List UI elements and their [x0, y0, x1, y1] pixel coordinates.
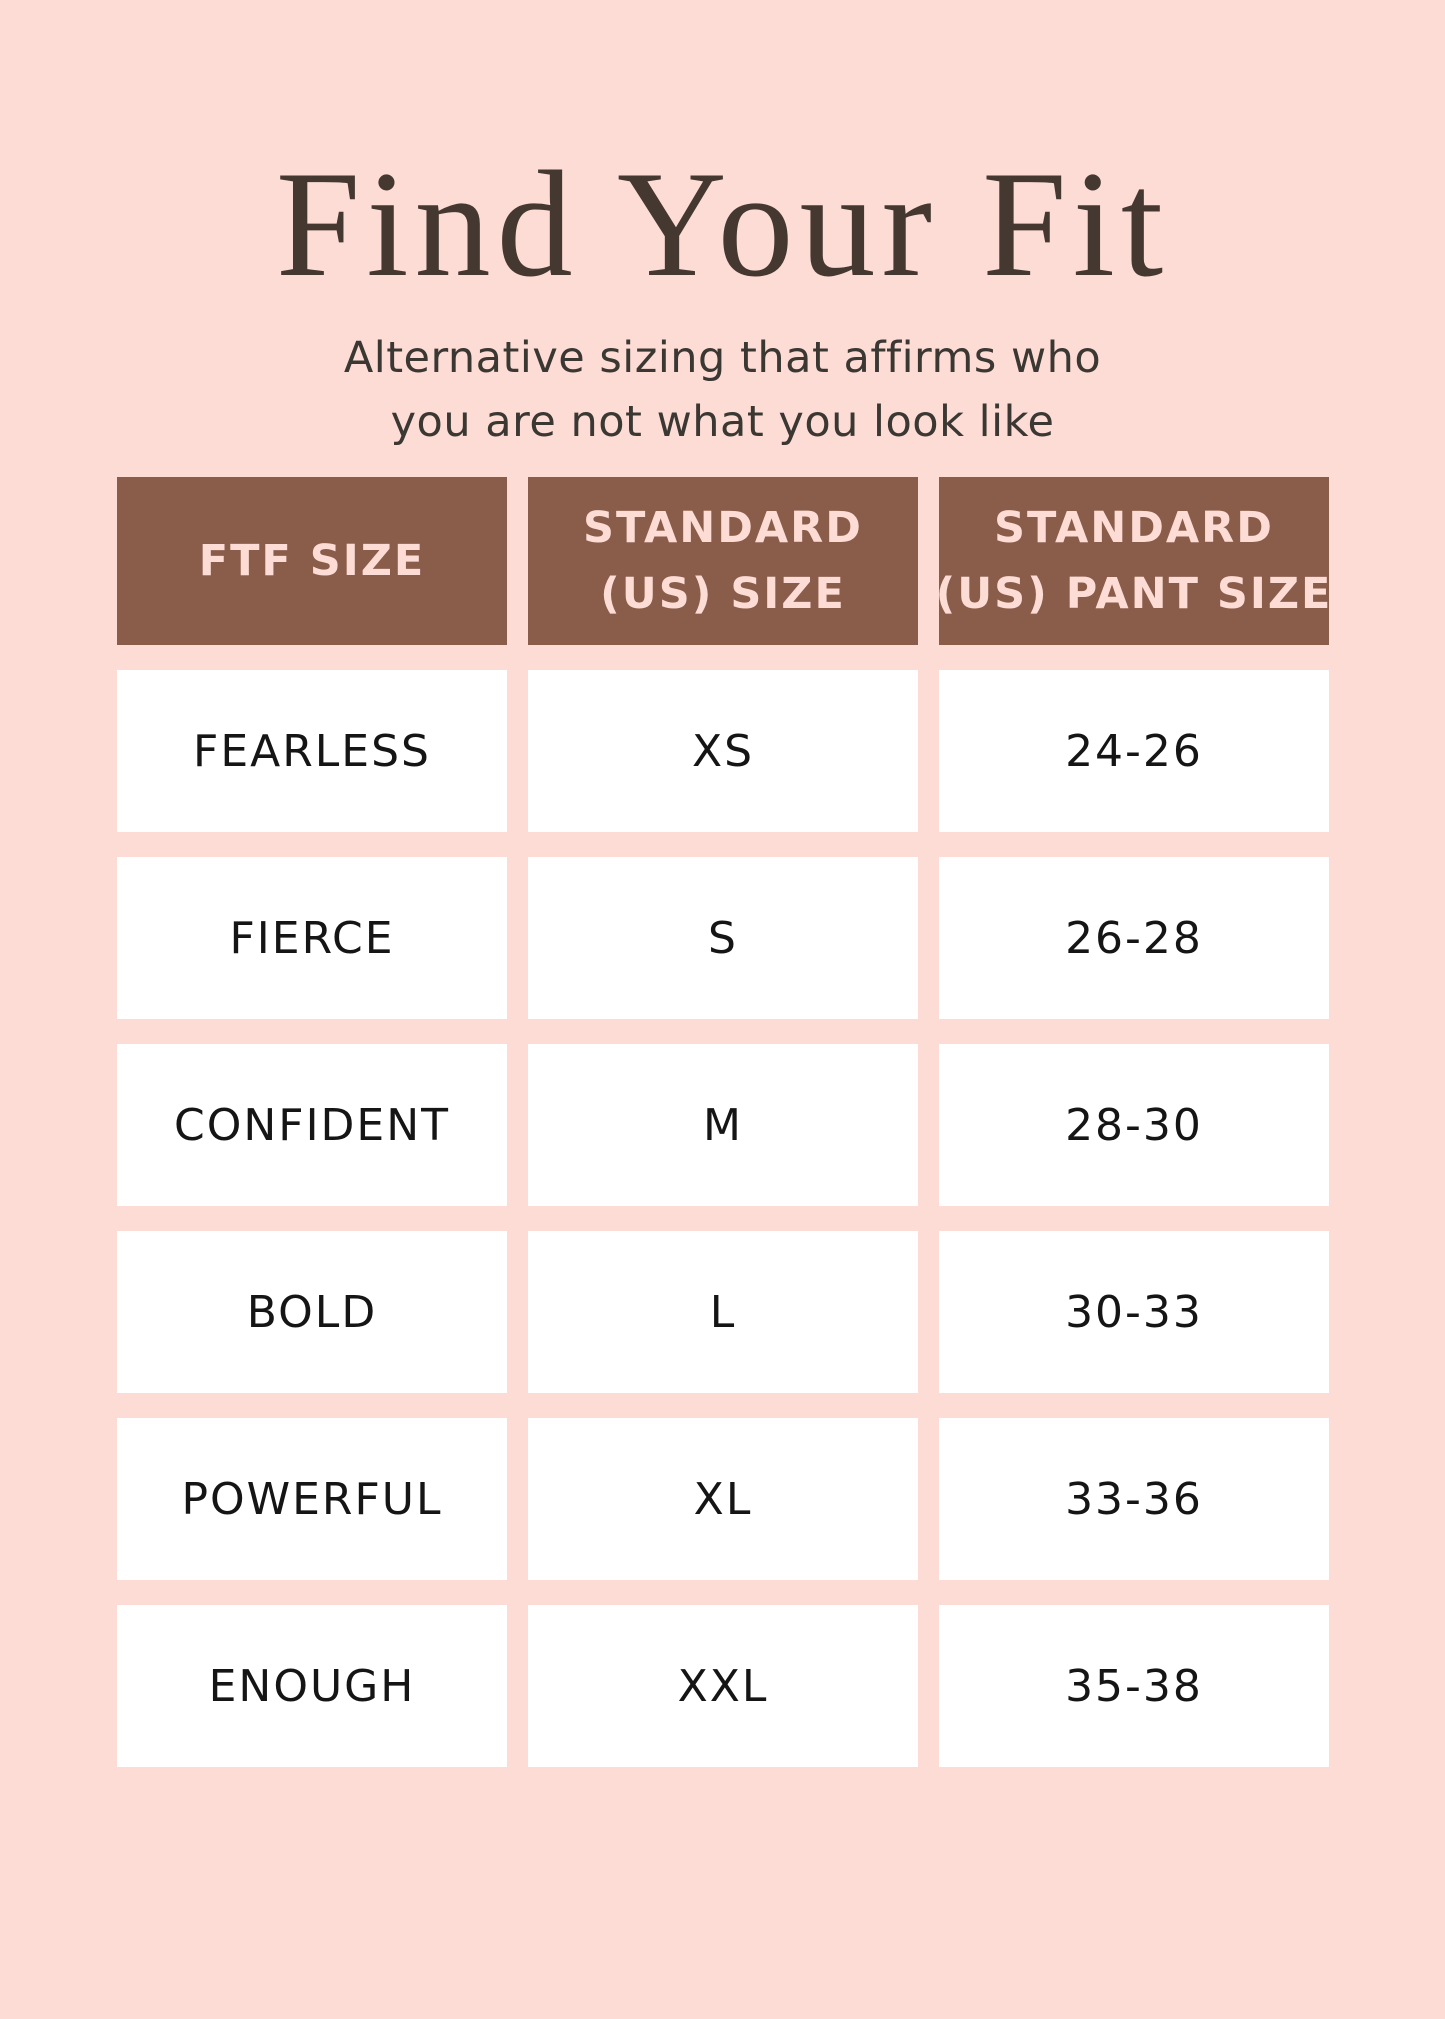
- us-size-cell: L: [528, 1231, 918, 1393]
- size-chart-poster: Find Your Fit Alternative sizing that af…: [0, 148, 1445, 2019]
- ftf-size-cell: FIERCE: [117, 857, 507, 1019]
- pant-size-cell: 26-28: [939, 857, 1329, 1019]
- header-standard-us-size-line-2: (US) SIZE: [600, 569, 846, 619]
- us-size-cell: S: [528, 857, 918, 1019]
- pant-size-cell: 35-38: [939, 1605, 1329, 1767]
- us-size-cell: M: [528, 1044, 918, 1206]
- pant-size-cell: 30-33: [939, 1231, 1329, 1393]
- us-size-cell: XXL: [528, 1605, 918, 1767]
- ftf-size-cell: BOLD: [117, 1231, 507, 1393]
- header-standard-us-pant-size: STANDARD (US) PANT SIZE: [936, 477, 1330, 645]
- page-subtitle: Alternative sizing that affirms who you …: [0, 326, 1445, 454]
- ftf-size-cell: POWERFUL: [117, 1418, 507, 1580]
- page-title: Find Your Fit: [275, 140, 1170, 308]
- ftf-size-cell: FEARLESS: [117, 670, 507, 832]
- header-standard-us-pant-size-line-2: (US) PANT SIZE: [935, 569, 1333, 619]
- header-standard-us-pant-size-line-1: STANDARD: [993, 503, 1274, 553]
- subtitle-line-2: you are not what you look like: [390, 397, 1055, 447]
- us-size-cell: XL: [528, 1418, 918, 1580]
- ftf-size-cell: ENOUGH: [117, 1605, 507, 1767]
- ftf-size-cell: CONFIDENT: [117, 1044, 507, 1206]
- header-ftf-size-line-1: FTF SIZE: [198, 536, 426, 586]
- pant-size-cell: 33-36: [939, 1418, 1329, 1580]
- header-ftf-size: FTF SIZE: [117, 477, 507, 645]
- size-table: FTF SIZE STANDARD (US) SIZE STANDARD (US…: [117, 477, 1330, 1767]
- pant-size-cell: 28-30: [939, 1044, 1329, 1206]
- header-standard-us-size-line-1: STANDARD: [582, 503, 863, 553]
- us-size-cell: XS: [528, 670, 918, 832]
- subtitle-line-1: Alternative sizing that affirms who: [343, 333, 1102, 383]
- header-standard-us-size: STANDARD (US) SIZE: [528, 477, 918, 645]
- pant-size-cell: 24-26: [939, 670, 1329, 832]
